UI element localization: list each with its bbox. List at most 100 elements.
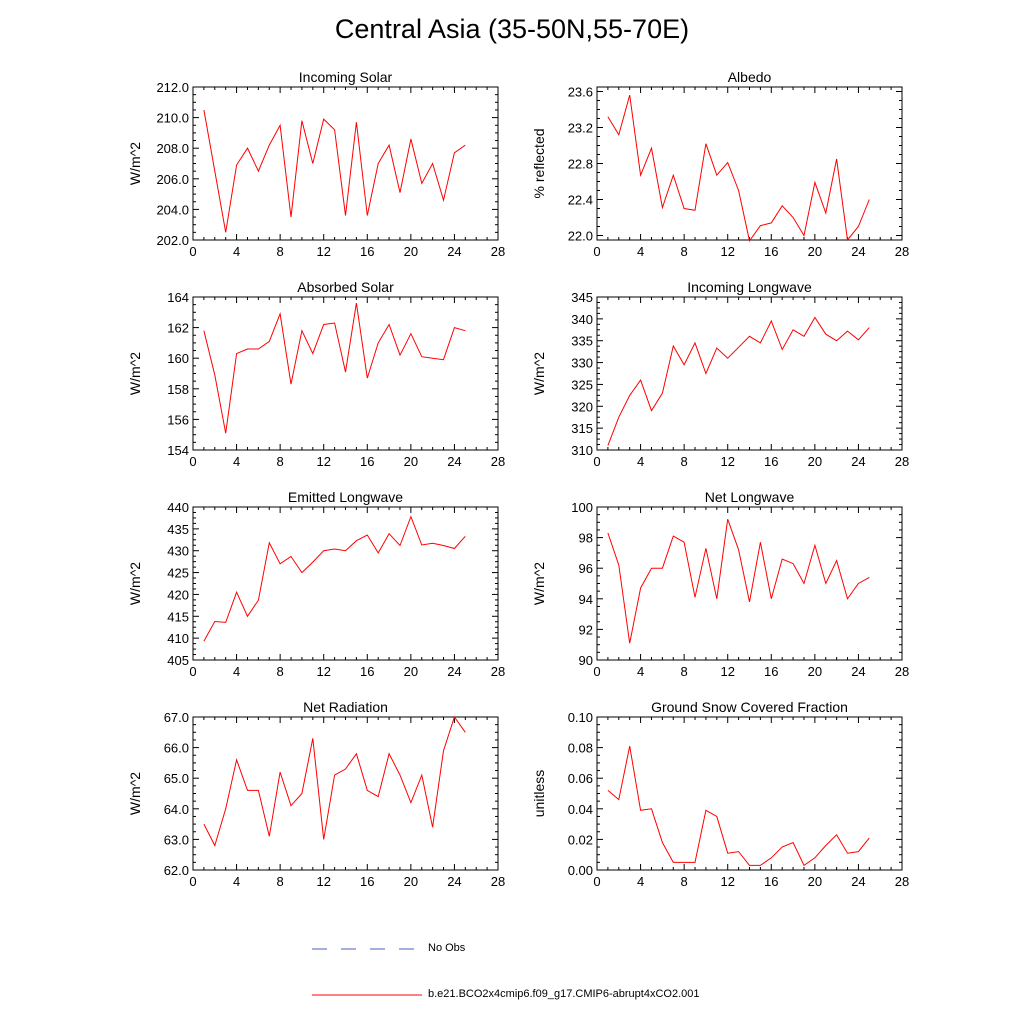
x-tick-label: 8 [277,454,284,469]
y-tick-label: 435 [167,522,189,537]
y-tick-label: 23.6 [568,85,593,100]
x-tick-label: 28 [895,244,909,259]
y-tick-label: 0.04 [568,802,593,817]
x-tick-label: 8 [681,454,688,469]
y-tick-label: 67.0 [164,710,189,725]
figure-title: Central Asia (35-50N,55-70E) [334,14,690,44]
x-tick-label: 12 [316,454,330,469]
x-tick-label: 4 [233,664,240,679]
y-tick-label: 210.0 [156,111,189,126]
y-axis-label: % reflected [531,128,547,198]
series-line [607,316,870,446]
series-line [607,519,870,644]
x-tick-label: 16 [360,874,374,889]
x-tick-label: 12 [720,664,734,679]
series-line [607,94,870,243]
y-tick-label: 22.8 [568,157,593,172]
y-axis-label: W/m^2 [127,352,143,395]
x-tick-label: 8 [277,664,284,679]
y-tick-label: 162 [167,321,189,336]
y-tick-label: 420 [167,587,189,602]
x-tick-label: 20 [808,244,822,259]
x-tick-label: 20 [404,244,418,259]
y-tick-label: 325 [571,377,593,392]
y-tick-label: 320 [571,399,593,414]
y-tick-label: 100 [571,500,593,515]
y-tick-label: 345 [571,290,593,305]
y-tick-label: 154 [167,443,189,458]
y-tick-label: 430 [167,544,189,559]
x-tick-label: 0 [189,664,196,679]
y-axis-label: W/m^2 [127,562,143,605]
y-tick-label: 23.2 [568,121,593,136]
y-tick-label: 0.06 [568,771,593,786]
x-tick-label: 12 [316,244,330,259]
x-tick-label: 4 [637,664,644,679]
y-tick-label: 0.00 [568,863,593,878]
x-tick-label: 28 [895,874,909,889]
x-tick-label: 8 [681,244,688,259]
x-tick-label: 20 [808,664,822,679]
x-tick-label: 0 [189,244,196,259]
x-tick-label: 28 [895,664,909,679]
panel-title: Emitted Longwave [288,489,403,505]
y-tick-label: 160 [167,351,189,366]
y-tick-label: 440 [167,500,189,515]
panel-title: Incoming Longwave [687,279,812,295]
y-tick-label: 335 [571,334,593,349]
x-tick-label: 0 [593,664,600,679]
x-tick-label: 8 [681,664,688,679]
y-tick-label: 164 [167,290,189,305]
y-tick-label: 206.0 [156,172,189,187]
y-tick-label: 425 [167,566,189,581]
x-tick-label: 12 [720,454,734,469]
y-tick-label: 330 [571,356,593,371]
x-tick-label: 8 [277,874,284,889]
y-axis-label: W/m^2 [127,142,143,185]
panel-title: Incoming Solar [299,69,393,85]
x-tick-label: 20 [404,664,418,679]
y-tick-label: 0.02 [568,832,593,847]
x-tick-label: 28 [895,454,909,469]
x-tick-label: 12 [316,664,330,679]
series-line [203,715,466,847]
series-line [203,303,466,434]
panel-incoming-solar: 0 4 8 12 16 20 24 28 202.0 204.0 206.0 208.0 210.0 21… [127,69,505,259]
x-tick-label: 8 [681,874,688,889]
y-tick-label: 156 [167,412,189,427]
x-tick-label: 24 [447,244,461,259]
x-tick-label: 20 [808,454,822,469]
y-tick-label: 0.10 [568,710,593,725]
x-tick-label: 4 [233,454,240,469]
panel-absorbed-solar: 0 4 8 12 16 20 24 28 154 156 158 160 162 164 Absorbed … [127,279,505,469]
x-tick-label: 24 [851,874,865,889]
panel-ground-snow-covered-fraction: 0 4 8 12 16 20 24 28 0.00 0.02 0.04 0.06 0.08 0.10 Gro… [531,699,909,889]
legend-label-model: b.e21.BCO2x4cmip6.f09_g17.CMIP6-abrupt4x… [428,988,700,1000]
y-tick-label: 0.08 [568,741,593,756]
y-tick-label: 94 [579,592,593,607]
y-tick-label: 315 [571,421,593,436]
x-tick-label: 4 [233,874,240,889]
panel-title: Net Radiation [303,699,388,715]
x-tick-label: 8 [277,244,284,259]
y-tick-label: 208.0 [156,141,189,156]
y-tick-label: 204.0 [156,202,189,217]
panel-net-longwave: 0 4 8 12 16 20 24 28 90 92 94 96 98 100 Net Longwave W/… [531,489,909,679]
x-tick-label: 24 [851,454,865,469]
x-tick-label: 28 [491,454,505,469]
panel-albedo: 0 4 8 12 16 20 24 28 22.0 22.4 22.8 23.2 23.6 Albedo%… [531,69,909,259]
y-tick-label: 63.0 [164,832,189,847]
y-tick-label: 66.0 [164,741,189,756]
series-line [203,109,466,233]
y-tick-label: 158 [167,382,189,397]
panel-title: Absorbed Solar [297,279,394,295]
x-tick-label: 4 [637,874,644,889]
x-tick-label: 24 [851,664,865,679]
x-tick-label: 24 [447,454,461,469]
x-tick-label: 12 [720,244,734,259]
panel-title: Net Longwave [705,489,795,505]
panel-title: Albedo [728,69,772,85]
x-tick-label: 0 [189,454,196,469]
